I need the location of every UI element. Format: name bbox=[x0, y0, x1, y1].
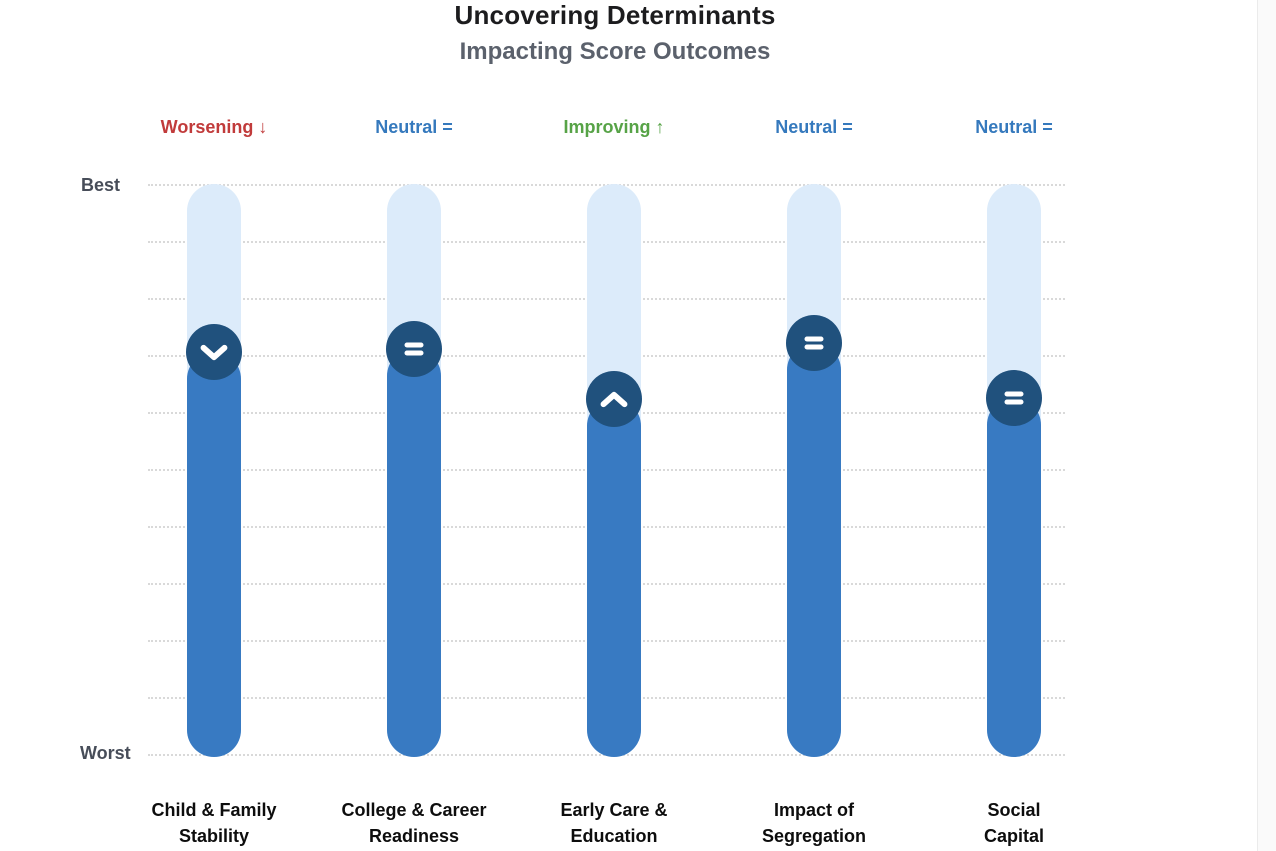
slider-marker[interactable] bbox=[186, 324, 242, 380]
trend-label: Improving ↑ bbox=[563, 117, 665, 137]
slider-track bbox=[386, 184, 442, 757]
axis-label-worst: Worst bbox=[80, 743, 131, 763]
slider-fill bbox=[587, 399, 641, 757]
trend-label: Neutral = bbox=[975, 117, 1053, 137]
slider-track bbox=[186, 184, 242, 757]
slider-marker[interactable] bbox=[586, 371, 642, 427]
chevron-down-icon bbox=[200, 344, 228, 361]
category-label: College & Career Readiness bbox=[341, 800, 487, 846]
chevron-up-icon bbox=[600, 391, 628, 408]
equals-icon bbox=[402, 341, 426, 357]
right-edge-panel bbox=[1257, 0, 1276, 851]
axis-label-best: Best bbox=[81, 175, 121, 195]
equals-icon bbox=[1002, 390, 1026, 406]
column-impact-of-segregation: Neutral = Impact of Segregation bbox=[714, 0, 914, 851]
column-early-care-education: Improving ↑ Early Care & Education bbox=[514, 0, 714, 851]
category-label: Child & Family Stability bbox=[151, 800, 277, 846]
slider-track bbox=[586, 184, 642, 757]
category-label: Impact of Segregation bbox=[761, 800, 867, 846]
trend-label: Neutral = bbox=[775, 117, 853, 137]
chart-subtitle: Impacting Score Outcomes bbox=[459, 38, 771, 65]
slider-fill bbox=[787, 343, 841, 757]
slider-marker[interactable] bbox=[986, 370, 1042, 426]
category-label: Social Capital bbox=[983, 800, 1044, 846]
slider-track bbox=[986, 184, 1042, 757]
slider-track bbox=[786, 184, 842, 757]
column-social-capital: Neutral = Social Capital bbox=[914, 0, 1114, 851]
column-college-career-readiness: Neutral = College & Career Readiness bbox=[314, 0, 514, 851]
trend-label: Worsening ↓ bbox=[160, 117, 268, 137]
slider-fill bbox=[187, 352, 241, 757]
chart-title: Uncovering Determinants bbox=[454, 0, 776, 30]
slider-marker[interactable] bbox=[786, 315, 842, 371]
slider-fill bbox=[387, 349, 441, 757]
column-child-family-stability: Worsening ↓ Child & Family Stability bbox=[114, 0, 314, 851]
slider-fill bbox=[987, 398, 1041, 757]
trend-label: Neutral = bbox=[375, 117, 453, 137]
slider-marker[interactable] bbox=[386, 321, 442, 377]
category-label: Early Care & Education bbox=[560, 800, 668, 846]
equals-icon bbox=[802, 335, 826, 351]
